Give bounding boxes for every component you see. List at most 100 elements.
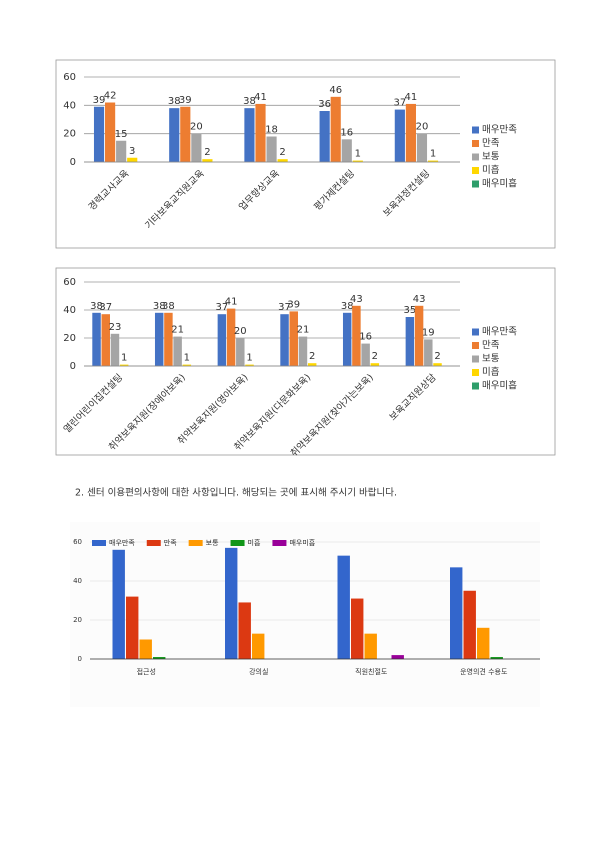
- data-label: 39: [287, 299, 300, 310]
- data-label: 37: [99, 302, 112, 313]
- data-label: 35: [404, 305, 417, 316]
- data-label: 41: [405, 92, 418, 103]
- legend-swatch: [472, 126, 479, 134]
- bar: [342, 312, 352, 366]
- y-tick-label: 0: [70, 361, 76, 372]
- legend-label: 매우미흡: [289, 538, 315, 547]
- y-tick-label: 20: [63, 333, 76, 344]
- bar: [416, 133, 428, 162]
- legend-label: 미흡: [482, 366, 500, 378]
- bar: [244, 108, 255, 162]
- bar: [127, 157, 138, 162]
- bar: [337, 555, 350, 659]
- bar: [164, 312, 173, 366]
- data-label: 38: [168, 96, 181, 107]
- bar: [153, 657, 166, 659]
- data-label: 2: [434, 351, 440, 362]
- bar: [463, 590, 476, 659]
- data-label: 18: [265, 125, 278, 136]
- data-label: 20: [234, 326, 247, 337]
- bar: [370, 363, 380, 366]
- y-tick-label: 0: [78, 655, 82, 663]
- bar: [341, 139, 352, 162]
- data-label: 19: [422, 327, 435, 338]
- legend-swatch: [472, 167, 479, 174]
- bar: [191, 133, 202, 162]
- bar: [225, 547, 238, 659]
- bar: [116, 140, 127, 162]
- legend-label: 보통: [482, 152, 500, 163]
- data-label: 38: [153, 301, 166, 312]
- bar: [266, 136, 277, 162]
- section-heading: 2. 센터 이용편의사항에 대한 사항입니다. 해당되는 곳에 표시해 주시기 …: [75, 487, 397, 499]
- legend-label: 만족: [482, 138, 500, 149]
- bar: [298, 336, 308, 366]
- bar: [139, 639, 152, 659]
- bar: [173, 336, 182, 366]
- legend-swatch: [472, 140, 479, 147]
- bar: [180, 106, 191, 162]
- bar: [330, 96, 341, 162]
- data-label: 37: [278, 302, 291, 313]
- bar: [361, 343, 370, 366]
- bar: [289, 311, 298, 366]
- bar: [352, 160, 363, 162]
- legend-label: 만족: [482, 340, 500, 351]
- bar: [236, 338, 245, 366]
- data-label: 20: [190, 122, 203, 133]
- legend-swatch: [92, 540, 106, 546]
- data-label: 16: [340, 127, 353, 138]
- legend-label: 미흡: [248, 538, 261, 547]
- bar: [182, 364, 192, 366]
- y-tick-label: 20: [73, 616, 82, 624]
- legend-swatch: [472, 153, 479, 161]
- legend-label: 매우미흡: [482, 178, 517, 190]
- data-label: 41: [225, 297, 238, 308]
- bar: [433, 363, 442, 366]
- bar: [280, 314, 289, 366]
- x-tick-label: 운영의견 수용도: [460, 667, 508, 676]
- data-label: 1: [430, 149, 436, 160]
- bar: [427, 160, 439, 162]
- data-label: 38: [243, 96, 256, 107]
- y-tick-label: 60: [63, 72, 76, 83]
- bar: [277, 159, 288, 162]
- x-tick-label: 강의실: [249, 667, 268, 676]
- data-label: 2: [204, 147, 210, 158]
- data-label: 42: [104, 91, 117, 102]
- legend-swatch: [272, 540, 287, 546]
- legend-label: 매우미흡: [482, 380, 517, 392]
- data-label: 37: [393, 98, 406, 109]
- legend-swatch: [472, 342, 479, 349]
- data-label: 38: [162, 301, 175, 312]
- bar: [490, 657, 503, 659]
- legend-swatch: [146, 540, 161, 546]
- data-label: 2: [372, 351, 378, 362]
- bar: [217, 314, 227, 366]
- bar: [477, 627, 490, 659]
- data-label: 38: [90, 301, 103, 312]
- bar: [105, 102, 116, 162]
- data-label: 3: [129, 146, 135, 157]
- data-label: 21: [297, 325, 310, 336]
- data-label: 43: [413, 294, 426, 305]
- y-tick-label: 20: [63, 129, 76, 140]
- bar: [119, 364, 129, 366]
- legend-label: 미흡: [482, 164, 500, 176]
- bar: [405, 103, 416, 162]
- bar: [405, 317, 415, 366]
- data-label: 15: [115, 129, 128, 140]
- bar: [226, 308, 236, 366]
- bar: [351, 598, 364, 659]
- y-tick-label: 0: [70, 157, 76, 168]
- bar: [319, 111, 330, 162]
- bar: [364, 633, 377, 659]
- legend-swatch: [230, 540, 245, 546]
- data-label: 21: [171, 325, 184, 336]
- legend-swatch: [472, 328, 479, 336]
- data-label: 23: [109, 322, 122, 333]
- data-label: 39: [179, 95, 192, 106]
- data-label: 39: [93, 95, 106, 106]
- bar: [450, 567, 463, 659]
- data-label: 20: [416, 122, 429, 133]
